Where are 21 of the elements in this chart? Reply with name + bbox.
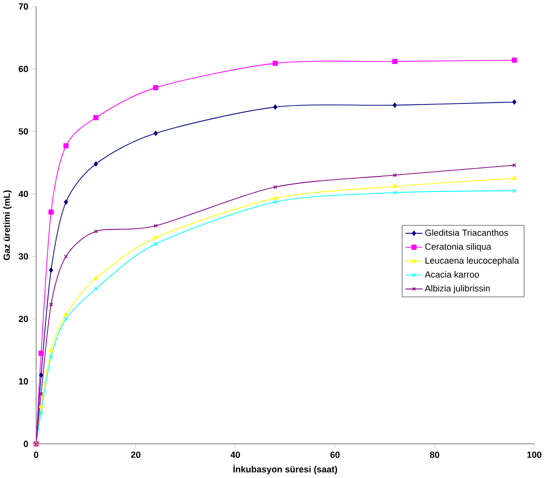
y-tick-label: 20 [18,316,28,322]
legend-label: Gleditsia Triacanthos [425,230,508,236]
x-tick-label: 60 [330,452,340,458]
x-axis-title: İnkubasyon süresi (saat) [233,464,338,474]
y-tick-label: 0 [24,440,28,448]
legend-label: Ceratonia siliqua [425,243,492,252]
y-tick-label: 10 [19,378,28,385]
x-tick-label: 0 [34,452,38,458]
y-tick-label: 60 [18,66,28,72]
y-tick-label: 70 [18,4,28,10]
legend-label: Leucaena leucocephala [426,257,520,266]
y-tick-label: 40 [18,190,28,198]
x-tick-label: 20 [131,452,140,458]
legend-label: Albizia julibrissin [424,285,490,294]
x-tick-label: 40 [230,452,240,458]
y-tick-label: 30 [18,253,28,260]
x-tick-label: 80 [430,452,440,458]
y-axis-title: Gaz üretimi (mL) [3,190,12,260]
y-tick-label: 50 [18,128,28,135]
x-tick-label: 100 [527,452,542,458]
legend-label: Acacia karroo [424,271,479,278]
